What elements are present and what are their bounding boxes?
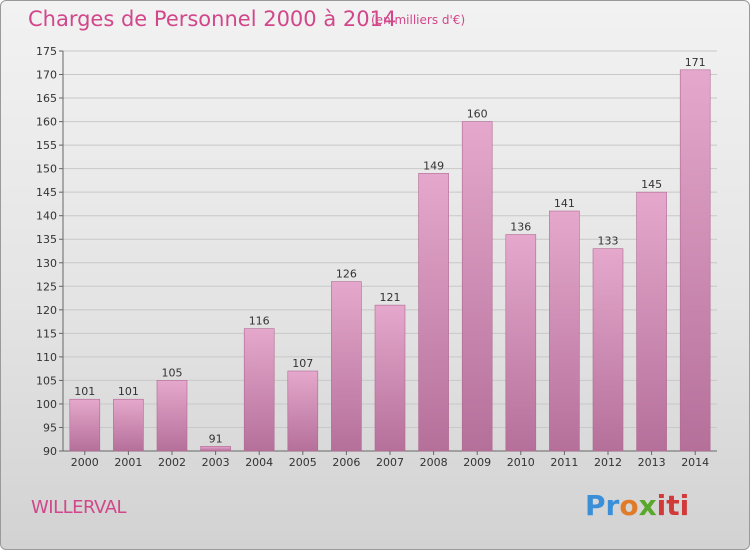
y-tick-label: 120 bbox=[36, 304, 57, 317]
x-tick-label-2011: 2011 bbox=[550, 456, 578, 469]
bar-2003 bbox=[200, 445, 231, 452]
data-label-2012: 133 bbox=[598, 235, 619, 248]
data-label-2005: 107 bbox=[292, 357, 313, 370]
x-tick-label-2005: 2005 bbox=[289, 456, 317, 469]
x-tick-label-2010: 2010 bbox=[507, 456, 535, 469]
data-label-2014: 171 bbox=[685, 56, 706, 69]
bar-2002 bbox=[156, 380, 188, 452]
y-tick-label: 105 bbox=[36, 374, 57, 387]
chart-title: Charges de Personnel 2000 à 2014 bbox=[28, 7, 397, 31]
bar-2014 bbox=[679, 69, 711, 452]
y-tick-label: 145 bbox=[36, 186, 57, 199]
logo-part-3: x bbox=[638, 489, 657, 522]
bar-2008 bbox=[418, 173, 449, 452]
chart-subtitle: (en milliers d'€) bbox=[371, 13, 466, 27]
bar-2006 bbox=[331, 281, 362, 452]
x-tick-label-2004: 2004 bbox=[245, 456, 273, 469]
data-label-2000: 101 bbox=[74, 385, 95, 398]
data-label-2006: 126 bbox=[336, 268, 357, 281]
x-tick-label-2002: 2002 bbox=[158, 456, 186, 469]
x-tick-label-2008: 2008 bbox=[420, 456, 448, 469]
y-tick-label: 110 bbox=[36, 351, 57, 364]
data-label-2003: 91 bbox=[209, 432, 223, 445]
proxiti-logo[interactable]: Proxiti bbox=[585, 489, 689, 522]
x-tick-label-2007: 2007 bbox=[376, 456, 404, 469]
y-tick-label: 150 bbox=[36, 163, 57, 176]
bar-2000 bbox=[69, 398, 101, 452]
data-label-2001: 101 bbox=[118, 385, 139, 398]
y-tick-label: 100 bbox=[36, 398, 57, 411]
x-tick-label-2012: 2012 bbox=[594, 456, 622, 469]
y-tick-label: 115 bbox=[36, 327, 57, 340]
logo-part-4: iti bbox=[656, 489, 690, 522]
y-tick-label: 155 bbox=[36, 139, 57, 152]
y-tick-label: 165 bbox=[36, 92, 57, 105]
bar-2010 bbox=[505, 234, 537, 452]
y-tick-label: 130 bbox=[36, 257, 57, 270]
bar-2011 bbox=[549, 210, 580, 452]
x-tick-label-2003: 2003 bbox=[202, 456, 230, 469]
x-tick-label-2001: 2001 bbox=[114, 456, 142, 469]
bar-2001 bbox=[113, 398, 144, 452]
y-tick-label: 160 bbox=[36, 116, 57, 129]
bar-2004 bbox=[243, 328, 275, 452]
data-label-2010: 136 bbox=[510, 221, 531, 234]
data-label-2002: 105 bbox=[162, 366, 183, 379]
x-tick-label-2014: 2014 bbox=[681, 456, 709, 469]
y-tick-label: 175 bbox=[36, 45, 57, 58]
data-label-2009: 160 bbox=[467, 108, 488, 121]
logo-part-2: o bbox=[619, 489, 639, 522]
data-label-2007: 121 bbox=[380, 291, 401, 304]
logo-part-1: Pr bbox=[585, 489, 620, 522]
y-tick-label: 125 bbox=[36, 280, 57, 293]
data-label-2008: 149 bbox=[423, 159, 444, 172]
x-tick-label-2000: 2000 bbox=[71, 456, 99, 469]
data-label-2013: 145 bbox=[641, 178, 662, 191]
y-tick-label: 95 bbox=[43, 421, 57, 434]
data-label-2004: 116 bbox=[249, 315, 270, 328]
y-tick-label: 170 bbox=[36, 69, 57, 82]
x-tick-label-2013: 2013 bbox=[638, 456, 666, 469]
x-tick-label-2006: 2006 bbox=[332, 456, 360, 469]
bar-2013 bbox=[636, 191, 667, 452]
commune-name: WILLERVAL bbox=[31, 497, 127, 518]
bar-2005 bbox=[287, 370, 319, 452]
bar-2012 bbox=[592, 248, 624, 452]
data-label-2011: 141 bbox=[554, 197, 575, 210]
bar-2007 bbox=[374, 304, 406, 452]
y-tick-label: 140 bbox=[36, 210, 57, 223]
y-tick-label: 135 bbox=[36, 233, 57, 246]
bar-2009 bbox=[461, 121, 493, 452]
x-tick-label-2009: 2009 bbox=[463, 456, 491, 469]
y-tick-label: 90 bbox=[43, 445, 57, 458]
